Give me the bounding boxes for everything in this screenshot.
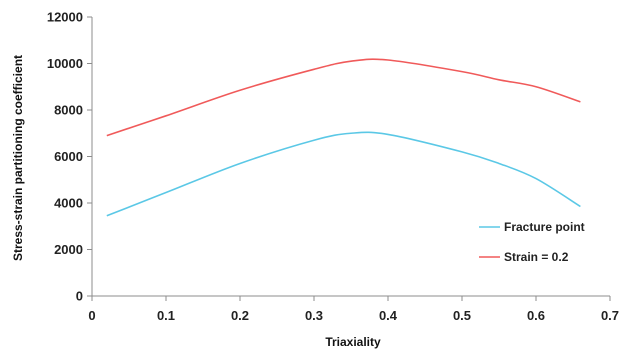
x-tick-label: 0.2	[231, 308, 249, 323]
x-tick-label: 0.1	[157, 308, 175, 323]
y-axis-title-group: Stress-strain partitioning coefficient	[11, 55, 25, 261]
y-tick-label: 2000	[54, 242, 83, 257]
series-line-strain-0-2	[106, 58, 581, 137]
x-tick-label: 0.5	[453, 308, 471, 323]
legend-item: Strain = 0.2	[479, 250, 569, 264]
y-tick-label: 10000	[47, 56, 83, 71]
x-tick-label: 0	[88, 308, 95, 323]
x-tick-label: 0.4	[379, 308, 398, 323]
legend-label: Strain = 0.2	[504, 250, 569, 264]
series-layer	[106, 58, 581, 217]
y-tick-label: 12000	[47, 10, 83, 25]
y-tick-label: 4000	[54, 196, 83, 211]
y-axis-title: Stress-strain partitioning coefficient	[11, 55, 25, 261]
y-tick-label: 6000	[54, 149, 83, 164]
legend: Fracture point Strain = 0.2	[479, 220, 585, 264]
series-line-fracture-point	[106, 131, 581, 217]
x-tick-label: 0.6	[527, 308, 545, 323]
y-tick-label: 8000	[54, 103, 83, 118]
x-axis-title: Triaxiality	[325, 335, 381, 349]
x-tick-label: 0.3	[305, 308, 323, 323]
x-tick-label: 0.7	[601, 308, 619, 323]
y-tick-label: 0	[76, 289, 83, 304]
legend-label: Fracture point	[504, 220, 585, 234]
legend-item: Fracture point	[479, 220, 585, 234]
axes: 0 2000 4000 6000 8000 10000 12000 0 0.1 0.2 0.3 0.4…	[47, 10, 619, 324]
